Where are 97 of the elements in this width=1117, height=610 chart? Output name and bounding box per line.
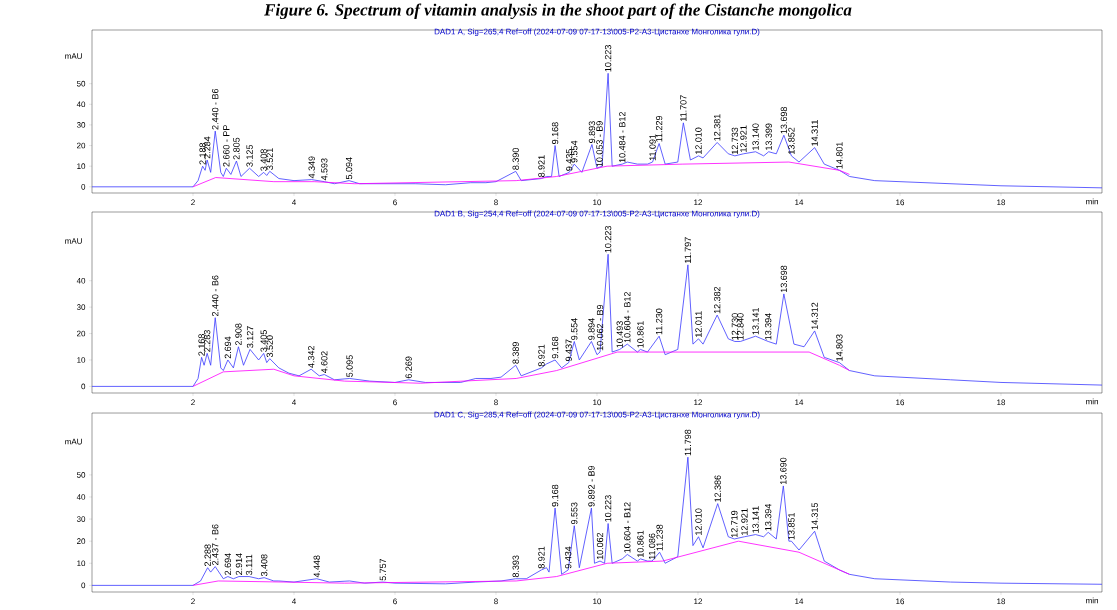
annotation: 12.381 (714, 114, 721, 141)
annotation: 12.382 (714, 286, 721, 314)
annotation: 11.797 (684, 237, 692, 263)
annotation: 12.011 (695, 311, 702, 337)
annotation: 13.140 (752, 123, 759, 150)
annotation: 2.694 (224, 553, 232, 575)
annotation: 10.062 (596, 532, 604, 560)
annotation: 4.349 (308, 156, 315, 179)
annotation: 12.733 (731, 127, 739, 154)
annotation: 2.914 (235, 553, 243, 575)
annotation: 9.894 (588, 318, 595, 340)
annotation: 10.223 (604, 45, 612, 72)
annotation: 10.484 - B12 (619, 112, 626, 163)
annotation: 8.393 (512, 555, 519, 578)
annotation: 9.554 (571, 318, 578, 340)
annotation: 9.893 (588, 121, 596, 143)
annotation: 9.553 (571, 502, 578, 525)
annotation: 13.852 (788, 127, 795, 154)
annotation: 9.435 (566, 149, 573, 171)
annotation: 11.707 (680, 95, 687, 121)
annotation: 12.719 (731, 510, 738, 538)
annotation: 10.604 - B12 (624, 292, 631, 343)
annotation: 4.602 (321, 351, 328, 374)
annotation: 2.908 (235, 323, 242, 346)
annotation: 9.168 (551, 122, 559, 144)
annotation: 8.921 (538, 344, 545, 367)
annotation: 5.094 (345, 157, 353, 180)
annotation: 9.437 (565, 339, 572, 361)
annotation: 2.437 - B6 (212, 524, 219, 565)
annotation: 9.554 (571, 140, 578, 163)
annotation: 5.095 (346, 355, 353, 377)
annotation: 11.229 (655, 115, 663, 142)
annotation: 11.238 (656, 524, 663, 551)
annotation: 2.694 (224, 336, 232, 359)
annotation: 11.230 (655, 308, 663, 335)
annotation: 10.062 - B9 (596, 304, 604, 351)
annotation: 14.803 (836, 334, 843, 361)
annotation: 3.521 (266, 148, 273, 170)
annotation: 2.440 - B6 (212, 88, 219, 130)
annotation: 3.111 (245, 554, 253, 575)
annotation: 3.405 (260, 330, 267, 352)
annotation: 13.141 (752, 308, 759, 335)
annotation: 3.127 (246, 326, 254, 348)
annotation: 8.390 (512, 148, 519, 170)
annotation: 12.840 (737, 313, 744, 340)
annotation: 2.805 (233, 137, 240, 160)
annotation: 11.798 (684, 429, 692, 456)
annotation: 2.288 (204, 544, 211, 567)
annotation: 13.851 (788, 513, 795, 540)
annotation: 14.312 (811, 302, 818, 330)
annotation: 12.010 (695, 127, 702, 154)
annotation: 5.757 (379, 558, 387, 581)
annotation: 2.440 - B6 (212, 275, 219, 317)
annotation: 3.125 (246, 144, 253, 167)
line-series (91, 456, 1103, 586)
annotation: 3.408 (261, 554, 268, 577)
annotation: 4.448 (313, 555, 320, 578)
annotation: 8.389 (512, 342, 519, 364)
annotation: 14.801 (836, 142, 843, 169)
annotation: 13.698 (780, 265, 788, 293)
annotation: 2.660 - PP (223, 125, 230, 167)
annotation: 6.269 (405, 356, 412, 379)
annotation: 8.921 (538, 546, 545, 569)
annotation: 12.010 (695, 508, 702, 535)
annotation: 10.053 - B9 (596, 121, 603, 167)
annotation: 10.223 (604, 226, 612, 253)
annotation: 13.394 (765, 503, 772, 531)
annotation: 13.394 (765, 313, 772, 340)
annotation: 2.283 (203, 330, 211, 352)
annotation: 8.921 (538, 155, 545, 177)
annotation: 14.311 (811, 120, 818, 146)
annotation: 3.520 (266, 335, 273, 358)
annotation: 10.861 (637, 321, 644, 348)
annotation: 9.168 (551, 484, 559, 507)
annotation: 13.698 (780, 107, 788, 134)
annotation: 10.223 (604, 495, 612, 522)
annotation: 10.604 - B12 (624, 502, 631, 553)
annotation: 12.921 (740, 125, 747, 152)
annotation: 11.091 (649, 134, 656, 161)
annotation: 13.690 (780, 457, 787, 485)
annotation: 2.168 (198, 334, 205, 356)
annotation: 13.141 (752, 506, 759, 533)
annotation: 4.593 (321, 158, 328, 181)
annotation: 3.408 (260, 149, 267, 171)
annotation: 9.168 (551, 336, 559, 359)
annotation: 11.086 (648, 533, 656, 560)
annotation: 14.315 (811, 503, 818, 530)
annotation: 12.921 (741, 508, 748, 535)
chart-title: Figure 6. Spectrum of vitamin analysis in the shoot part of the Cistanche mongolica (264, 3, 852, 20)
annotation: 9.434 (565, 546, 572, 569)
annotation: 13.399 (765, 123, 772, 150)
annotation: 4.342 (307, 346, 315, 368)
annotation: 10.861 (637, 530, 644, 557)
annotation: 12.386 (714, 475, 721, 502)
annotation: 12.730 (731, 313, 739, 340)
annotation: 10.493 (616, 321, 623, 348)
annotation: 9.892 - B9 (588, 465, 595, 507)
